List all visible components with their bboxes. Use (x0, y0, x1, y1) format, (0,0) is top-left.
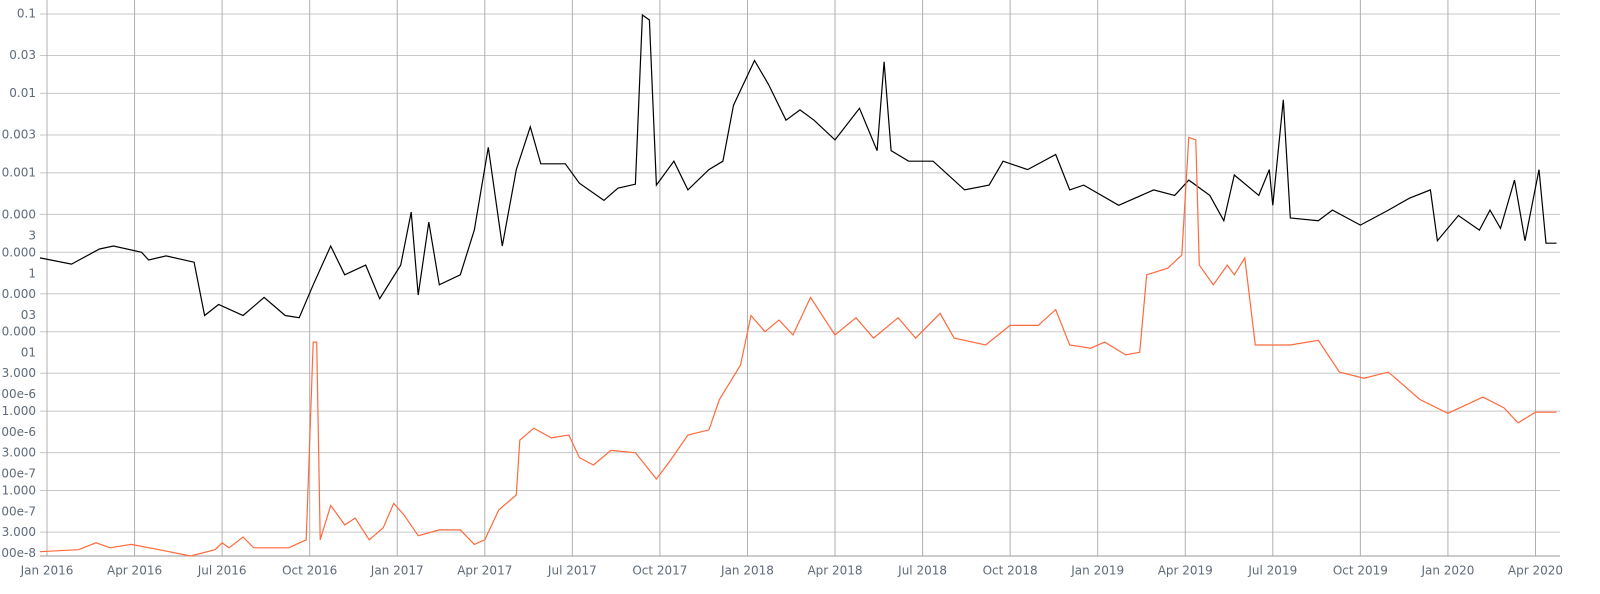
x-tick-label: Apr 2020 (1508, 564, 1563, 578)
y-tick-label: 0.000 01 (2, 324, 36, 359)
y-tick-label: 0.003 (2, 127, 36, 141)
x-tick-label: Jul 2018 (897, 564, 947, 578)
x-tick-label: Oct 2019 (1333, 564, 1388, 578)
series-line (39, 136, 1557, 557)
x-tick-label: Oct 2018 (983, 564, 1038, 578)
x-tick-label: Apr 2016 (107, 564, 162, 578)
x-tick-label: Apr 2017 (457, 564, 512, 578)
x-tick-label: Jan 2017 (370, 564, 424, 578)
y-tick-label: 0.000 03 (2, 286, 36, 321)
y-tick-label: 3.000 00e-7 (1, 445, 36, 480)
x-tick-label: Jul 2016 (197, 564, 247, 578)
y-tick-label: 3.000 00e-8 (1, 525, 36, 560)
series-line (39, 13, 1557, 319)
y-tick-label: 0.000 3 (2, 207, 36, 242)
y-tick-label: 0.01 (9, 86, 36, 100)
x-tick-label: Oct 2016 (282, 564, 337, 578)
x-tick-label: Apr 2019 (1158, 564, 1213, 578)
y-tick-label: 0.03 (9, 48, 36, 62)
y-tick-label: 0.000 1 (2, 245, 36, 280)
x-tick-label: Jan 2019 (1070, 564, 1124, 578)
y-tick-label: 1.000 00e-6 (1, 404, 36, 439)
y-tick-label: 3.000 00e-6 (1, 366, 36, 401)
x-tick-label: Oct 2017 (632, 564, 687, 578)
y-tick-label: 0.1 (17, 6, 36, 20)
x-tick-label: Jul 2017 (547, 564, 597, 578)
x-tick-label: Jan 2018 (720, 564, 774, 578)
x-tick-label: Jan 2020 (1420, 564, 1474, 578)
y-tick-label: 0.001 (2, 165, 36, 179)
x-tick-label: Jan 2016 (20, 564, 74, 578)
x-tick-label: Apr 2018 (807, 564, 862, 578)
y-tick-label: 1.000 00e-7 (1, 483, 36, 518)
x-tick-label: Jul 2019 (1247, 564, 1297, 578)
